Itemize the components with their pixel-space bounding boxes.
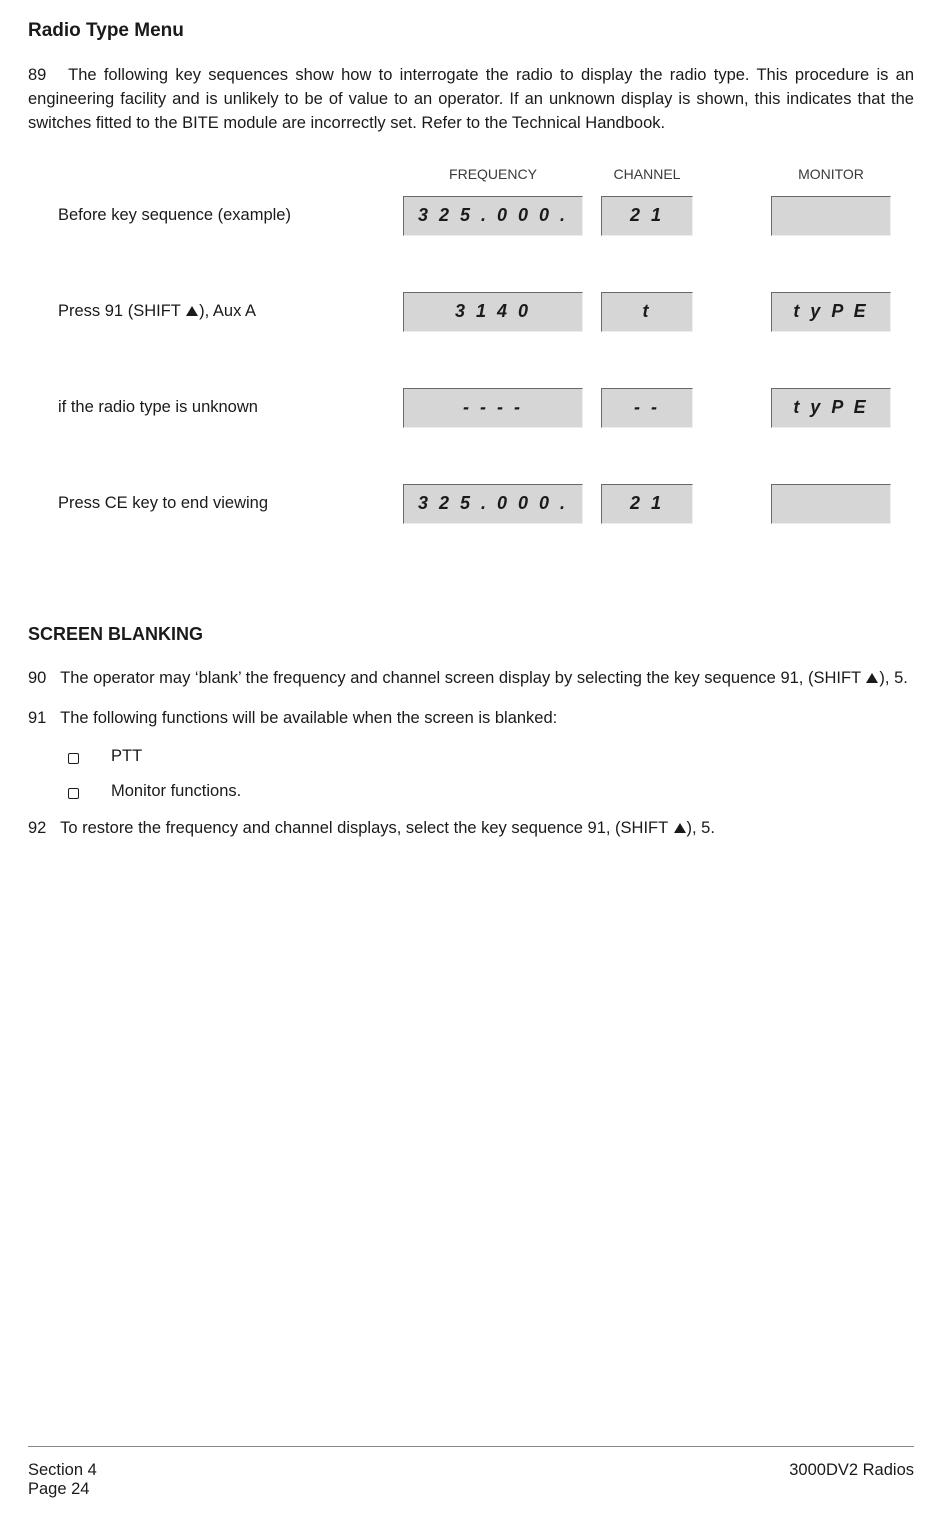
- monitor-display: t y P E: [771, 292, 891, 332]
- monitor-display: [771, 484, 891, 524]
- paragraph-92: 92 To restore the frequency and channel …: [28, 817, 914, 841]
- para-text-pre: To restore the frequency and channel dis…: [60, 819, 672, 837]
- footer-left: Section 4 Page 24: [28, 1461, 97, 1499]
- frequency-header: FREQUENCY: [403, 166, 583, 182]
- column-headers: FREQUENCY CHANNEL MONITOR: [28, 166, 914, 182]
- list-item-text: Monitor functions.: [111, 782, 241, 801]
- page: Radio Type Menu 89 The following key seq…: [0, 0, 942, 1535]
- para-text: The following functions will be availabl…: [60, 709, 557, 727]
- frequency-display: 3 1 4 0: [403, 292, 583, 332]
- list-item: Monitor functions.: [28, 782, 914, 801]
- footer-section: Section 4: [28, 1461, 97, 1480]
- para-text-post: ), 5.: [879, 669, 907, 687]
- frequency-display: 3 2 5 . 0 0 0 .: [403, 484, 583, 524]
- row-label: Press 91 (SHIFT ), Aux A: [28, 302, 403, 321]
- monitor-display: [771, 196, 891, 236]
- up-triangle-icon: [186, 306, 198, 316]
- display-row: if the radio type is unknown - - - - - -…: [28, 388, 914, 428]
- frequency-display: 3 2 5 . 0 0 0 .: [403, 196, 583, 236]
- paragraph-89: 89 The following key sequences show how …: [28, 64, 914, 136]
- display-table: FREQUENCY CHANNEL MONITOR Before key seq…: [28, 166, 914, 524]
- para-num: 92: [28, 819, 46, 837]
- function-list: PTT Monitor functions.: [28, 747, 914, 801]
- display-row: Press CE key to end viewing 3 2 5 . 0 0 …: [28, 484, 914, 524]
- para-num: 90: [28, 669, 46, 687]
- row-label-text: Before key sequence (example): [58, 206, 291, 224]
- paragraph-90: 90 The operator may ‘blank’ the frequenc…: [28, 667, 914, 691]
- para-text-pre: The operator may ‘blank’ the frequency a…: [60, 669, 865, 687]
- paragraph-91: 91 The following functions will be avail…: [28, 707, 914, 731]
- para-text-post: ), 5.: [687, 819, 715, 837]
- para-num: 91: [28, 709, 46, 727]
- channel-display: t: [601, 292, 693, 332]
- list-item-text: PTT: [111, 747, 142, 766]
- display-row: Press 91 (SHIFT ), Aux A 3 1 4 0 t t y P…: [28, 292, 914, 332]
- up-triangle-icon: [866, 673, 878, 683]
- row-label: if the radio type is unknown: [28, 398, 403, 417]
- frequency-display: - - - -: [403, 388, 583, 428]
- row-label-text: Press CE key to end viewing: [58, 494, 268, 512]
- para-num: 89: [28, 66, 46, 84]
- monitor-display: t y P E: [771, 388, 891, 428]
- channel-display: 2 1: [601, 196, 693, 236]
- display-row: Before key sequence (example) 3 2 5 . 0 …: [28, 196, 914, 236]
- channel-display: - -: [601, 388, 693, 428]
- page-footer: Section 4 Page 24 3000DV2 Radios: [28, 1446, 914, 1499]
- para-text: The following key sequences show how to …: [28, 66, 914, 132]
- footer-page: Page 24: [28, 1480, 97, 1499]
- channel-display: 2 1: [601, 484, 693, 524]
- row-label: Before key sequence (example): [28, 206, 403, 225]
- up-triangle-icon: [674, 823, 686, 833]
- row-label: Press CE key to end viewing: [28, 494, 403, 513]
- monitor-header: MONITOR: [771, 166, 891, 182]
- channel-header: CHANNEL: [601, 166, 693, 182]
- square-bullet-icon: [68, 788, 79, 799]
- square-bullet-icon: [68, 753, 79, 764]
- row-label-text: if the radio type is unknown: [58, 398, 258, 416]
- footer-right: 3000DV2 Radios: [789, 1461, 914, 1499]
- list-item: PTT: [28, 747, 914, 766]
- screen-blanking-heading: SCREEN BLANKING: [28, 624, 914, 645]
- section-title: Radio Type Menu: [28, 20, 914, 42]
- row-label-pre: Press 91 (SHIFT: [58, 302, 185, 320]
- row-label-post: ), Aux A: [199, 302, 256, 320]
